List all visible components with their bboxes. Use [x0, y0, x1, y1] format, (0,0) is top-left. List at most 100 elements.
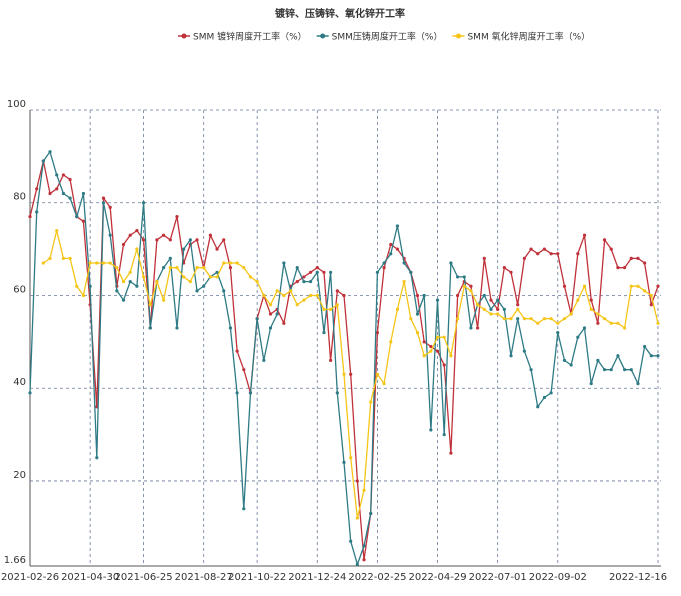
data-point	[455, 317, 460, 321]
data-point	[195, 266, 199, 270]
data-point	[128, 270, 132, 274]
data-point	[415, 293, 420, 298]
data-point	[228, 261, 233, 265]
data-point	[202, 284, 206, 288]
data-point	[81, 219, 86, 223]
data-point	[175, 266, 179, 270]
data-point	[148, 303, 152, 307]
x-tick-label: 2022-07-01	[469, 572, 527, 583]
data-point	[322, 307, 326, 311]
data-point	[329, 270, 333, 274]
data-point	[602, 317, 607, 321]
data-point	[415, 312, 420, 316]
data-point	[48, 191, 52, 196]
data-point	[222, 289, 226, 293]
data-point	[41, 159, 45, 163]
data-point	[549, 317, 553, 321]
data-point	[68, 177, 72, 182]
data-point	[402, 279, 406, 284]
data-point	[355, 516, 359, 520]
data-point	[643, 289, 647, 293]
data-point	[569, 363, 573, 367]
data-point	[589, 381, 593, 386]
data-point	[556, 252, 560, 256]
data-point	[462, 275, 466, 279]
data-point	[55, 173, 59, 177]
data-point	[88, 261, 92, 265]
data-point	[355, 562, 359, 567]
data-point	[529, 317, 533, 321]
series-line	[29, 150, 658, 567]
data-point	[195, 289, 199, 293]
data-point	[302, 279, 306, 284]
data-point	[562, 284, 567, 288]
data-point	[322, 270, 326, 274]
data-point	[596, 358, 600, 362]
data-point	[636, 381, 640, 386]
data-point	[649, 354, 653, 358]
data-point	[101, 261, 106, 265]
data-point	[282, 293, 286, 298]
data-point	[449, 261, 453, 265]
legend-label: SMM压铸周度开工率（%）	[332, 31, 443, 43]
data-point	[656, 354, 660, 358]
data-point	[489, 298, 493, 302]
data-point	[489, 312, 493, 316]
data-point	[242, 266, 246, 270]
data-point	[622, 368, 627, 372]
data-point	[589, 307, 593, 311]
data-point	[322, 330, 326, 335]
data-point	[182, 275, 186, 279]
x-tick-label: 2021-08-27	[175, 572, 233, 583]
data-point	[582, 326, 587, 330]
data-point	[435, 298, 440, 302]
data-point	[362, 488, 366, 492]
data-point	[235, 391, 239, 395]
data-point	[509, 317, 513, 321]
data-point	[442, 363, 446, 367]
data-point	[121, 242, 126, 247]
data-point	[375, 270, 380, 274]
data-point	[409, 317, 413, 321]
data-point	[536, 321, 540, 325]
data-point	[168, 256, 172, 260]
data-point	[108, 233, 112, 237]
data-point	[182, 247, 186, 251]
data-point	[435, 335, 440, 339]
data-point	[389, 242, 393, 247]
data-point	[81, 293, 86, 298]
data-point	[442, 432, 446, 437]
data-point	[349, 456, 353, 460]
data-point	[576, 252, 580, 256]
data-point	[355, 479, 359, 483]
data-point	[609, 247, 613, 251]
data-point	[462, 284, 466, 288]
data-point	[248, 275, 253, 279]
data-point	[596, 321, 600, 325]
data-point	[556, 330, 560, 335]
data-point	[288, 289, 293, 293]
data-point	[295, 279, 299, 284]
data-point	[395, 307, 400, 311]
y-tick-label: 1.66	[4, 555, 26, 566]
data-point	[375, 372, 380, 376]
data-point	[162, 233, 166, 237]
data-point	[636, 256, 640, 260]
data-point	[469, 284, 473, 288]
data-point	[509, 270, 513, 274]
data-point	[342, 372, 346, 376]
data-point	[576, 335, 580, 339]
data-point	[435, 349, 440, 353]
legend-label: SMM 镀锌周度开工率（%）	[193, 31, 307, 43]
data-point	[502, 307, 506, 311]
data-point	[61, 173, 66, 177]
data-point	[476, 303, 480, 307]
legend-marker	[455, 33, 461, 39]
data-point	[215, 270, 219, 274]
data-point	[215, 247, 219, 251]
data-point	[536, 252, 540, 256]
data-point	[622, 266, 627, 270]
data-point	[275, 312, 279, 316]
data-point	[476, 326, 480, 330]
data-point	[549, 252, 553, 256]
